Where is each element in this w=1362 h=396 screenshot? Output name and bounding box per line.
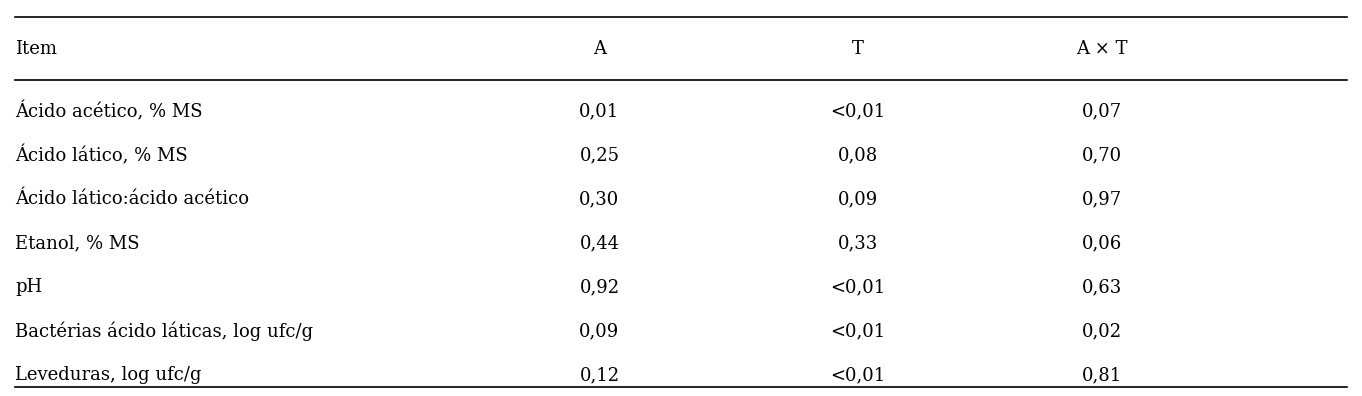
Text: 0,08: 0,08 [838,147,878,164]
Text: 0,70: 0,70 [1083,147,1122,164]
Text: pH: pH [15,278,42,296]
Text: A × T: A × T [1076,40,1128,57]
Text: Ácido acético, % MS: Ácido acético, % MS [15,101,203,122]
Text: <0,01: <0,01 [829,103,885,120]
Text: <0,01: <0,01 [829,366,885,384]
Text: 0,07: 0,07 [1083,103,1122,120]
Text: 0,92: 0,92 [579,278,620,296]
Text: 0,81: 0,81 [1083,366,1122,384]
Text: 0,09: 0,09 [579,322,620,340]
Text: 0,25: 0,25 [579,147,620,164]
Text: 0,06: 0,06 [1083,234,1122,252]
Text: Ácido lático, % MS: Ácido lático, % MS [15,145,188,166]
Text: 0,09: 0,09 [838,190,878,208]
Text: Item: Item [15,40,57,57]
Text: A: A [592,40,606,57]
Text: 0,12: 0,12 [579,366,620,384]
Text: Leveduras, log ufc/g: Leveduras, log ufc/g [15,366,202,384]
Text: 0,33: 0,33 [838,234,878,252]
Text: <0,01: <0,01 [829,278,885,296]
Text: <0,01: <0,01 [829,322,885,340]
Text: 0,97: 0,97 [1083,190,1122,208]
Text: 0,02: 0,02 [1083,322,1122,340]
Text: Etanol, % MS: Etanol, % MS [15,234,140,252]
Text: Ácido lático:ácido acético: Ácido lático:ácido acético [15,190,249,208]
Text: T: T [851,40,864,57]
Text: 0,30: 0,30 [579,190,620,208]
Text: Bactérias ácido láticas, log ufc/g: Bactérias ácido láticas, log ufc/g [15,321,313,341]
Text: 0,63: 0,63 [1083,278,1122,296]
Text: 0,44: 0,44 [579,234,620,252]
Text: 0,01: 0,01 [579,103,620,120]
